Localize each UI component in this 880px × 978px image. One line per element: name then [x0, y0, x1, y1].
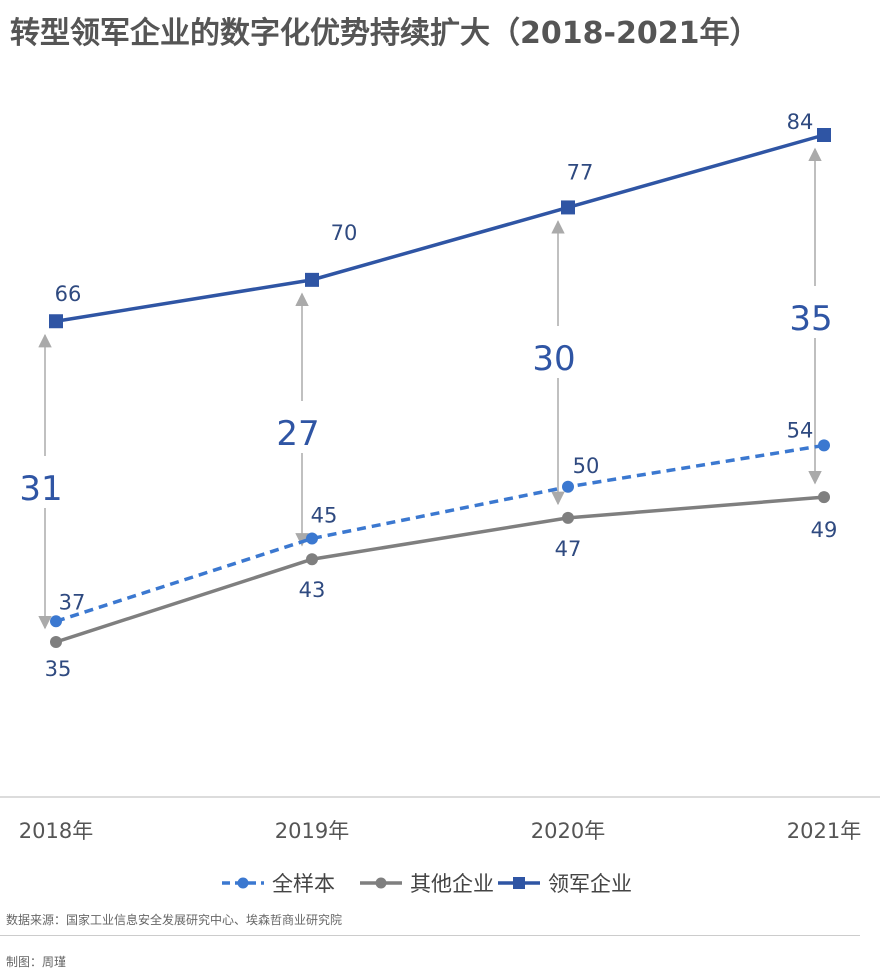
x-tick-label: 2021年 — [787, 819, 861, 843]
data-label-all: 45 — [311, 504, 338, 528]
legend-marker — [513, 877, 525, 889]
data-source: 数据来源：国家工业信息安全发展研究中心、埃森哲商业研究院 — [6, 913, 343, 927]
chart-title: 转型领军企业的数字化优势持续扩大（2018-2021年） — [10, 16, 760, 51]
legend-label: 领军企业 — [548, 872, 632, 896]
data-label-leader: 70 — [331, 221, 358, 245]
chart-credit: 制图：周瑾 — [6, 955, 67, 969]
point-leader — [817, 128, 831, 142]
line-chart: 2018年 2019年 2020年 2021年 31 27 30 35 66 70 77 84 37 45… — [0, 110, 880, 896]
data-label-leader: 66 — [55, 282, 82, 306]
point-all — [818, 439, 830, 452]
gap-label: 27 — [276, 414, 319, 454]
series-line-all — [55, 443, 825, 623]
data-label-all: 37 — [59, 590, 86, 614]
series-line-other — [55, 495, 825, 644]
point-all — [562, 480, 574, 493]
gap-label: 30 — [532, 339, 575, 379]
point-leader — [305, 272, 319, 287]
point-all — [306, 532, 318, 545]
data-label-other: 35 — [45, 657, 72, 681]
legend-marker — [237, 877, 249, 889]
legend-label: 其他企业 — [410, 872, 494, 896]
point-other — [50, 636, 62, 648]
x-tick-label: 2019年 — [275, 819, 349, 843]
data-label-leader: 84 — [787, 110, 814, 134]
point-other — [818, 491, 830, 504]
point-other — [306, 553, 318, 566]
data-label-leader: 77 — [567, 160, 594, 184]
x-tick-label: 2018年 — [19, 819, 93, 843]
point-leader — [561, 200, 575, 215]
x-tick-label: 2020年 — [531, 819, 605, 843]
data-label-all: 50 — [573, 454, 600, 478]
legend-label: 全样本 — [272, 872, 335, 896]
point-leader — [49, 314, 63, 329]
data-label-other: 43 — [299, 578, 326, 602]
divider — [0, 935, 860, 936]
gap-label: 31 — [19, 469, 62, 509]
gap-label: 35 — [789, 299, 832, 339]
data-label-all: 54 — [787, 418, 814, 442]
series-line-leader — [55, 133, 825, 323]
data-label-other: 47 — [555, 537, 582, 561]
data-label-other: 49 — [811, 518, 838, 542]
legend-marker — [375, 877, 387, 889]
point-all — [50, 615, 62, 628]
point-other — [562, 511, 574, 524]
